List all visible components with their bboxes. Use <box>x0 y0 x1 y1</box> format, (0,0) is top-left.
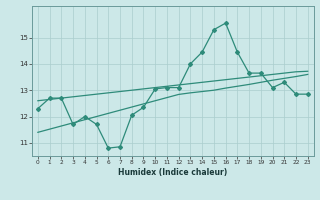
X-axis label: Humidex (Indice chaleur): Humidex (Indice chaleur) <box>118 168 228 177</box>
